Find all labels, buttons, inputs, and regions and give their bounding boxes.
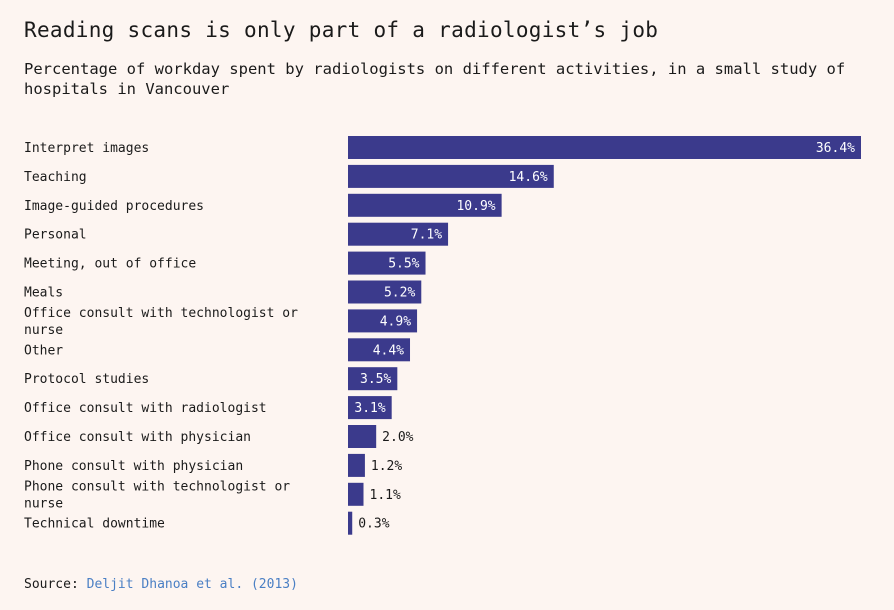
value-label: 2.0% [382, 430, 413, 445]
category-label: Protocol studies [24, 372, 149, 387]
value-label: 36.4% [816, 141, 855, 156]
bar [348, 338, 411, 362]
bar [348, 251, 426, 275]
category-label: Image-guided procedures [24, 199, 204, 214]
category-label: Other [24, 343, 63, 358]
source-line: Source: Deljit Dhanoa et al. (2013) [24, 577, 298, 592]
category-label: Phone consult with technologist or nurse [24, 479, 290, 511]
value-label: 10.9% [456, 199, 495, 214]
bar [348, 136, 861, 159]
value-label: 14.6% [509, 170, 548, 185]
bar-chart: Interpret images 36.4% Teaching 14.6% Image-… [24, 136, 861, 535]
bar [348, 425, 377, 448]
category-label: Teaching [24, 170, 87, 185]
category-label: Phone consult with physician [24, 459, 243, 474]
value-label: 4.4% [373, 343, 404, 358]
category-label: Technical downtime [24, 517, 165, 532]
category-label: Office consult with physician [24, 430, 251, 445]
bar [348, 511, 353, 535]
source-prefix: Source: [24, 577, 79, 592]
category-label: Meals [24, 286, 63, 301]
source-link[interactable]: Deljit Dhanoa et al. (2013) [86, 577, 298, 592]
category-label: Personal [24, 228, 87, 243]
bar [348, 193, 502, 217]
value-label: 0.3% [358, 517, 389, 532]
category-label: Meeting, out of office [24, 257, 196, 272]
value-label: 5.5% [388, 257, 419, 272]
value-label: 3.5% [360, 372, 391, 387]
chart-subtitle: Percentage of workday spent by radiologi… [24, 60, 846, 98]
value-label: 1.2% [371, 459, 402, 474]
value-label: 5.2% [384, 286, 415, 301]
category-label: Office consult with radiologist [24, 401, 267, 416]
bar [348, 222, 449, 246]
bar [348, 482, 364, 506]
bar [348, 164, 554, 188]
value-label: 1.1% [370, 488, 401, 503]
value-label: 3.1% [354, 401, 385, 416]
category-label: Interpret images [24, 141, 149, 156]
value-label: 4.9% [380, 314, 411, 329]
bar [348, 367, 398, 391]
chart-title: Reading scans is only part of a radiolog… [24, 18, 659, 42]
bar [348, 396, 392, 420]
bar [348, 453, 365, 477]
category-label: Office consult with technologist or nurse [24, 306, 298, 338]
bar [348, 280, 422, 304]
bar [348, 309, 418, 333]
value-label: 7.1% [411, 228, 442, 243]
